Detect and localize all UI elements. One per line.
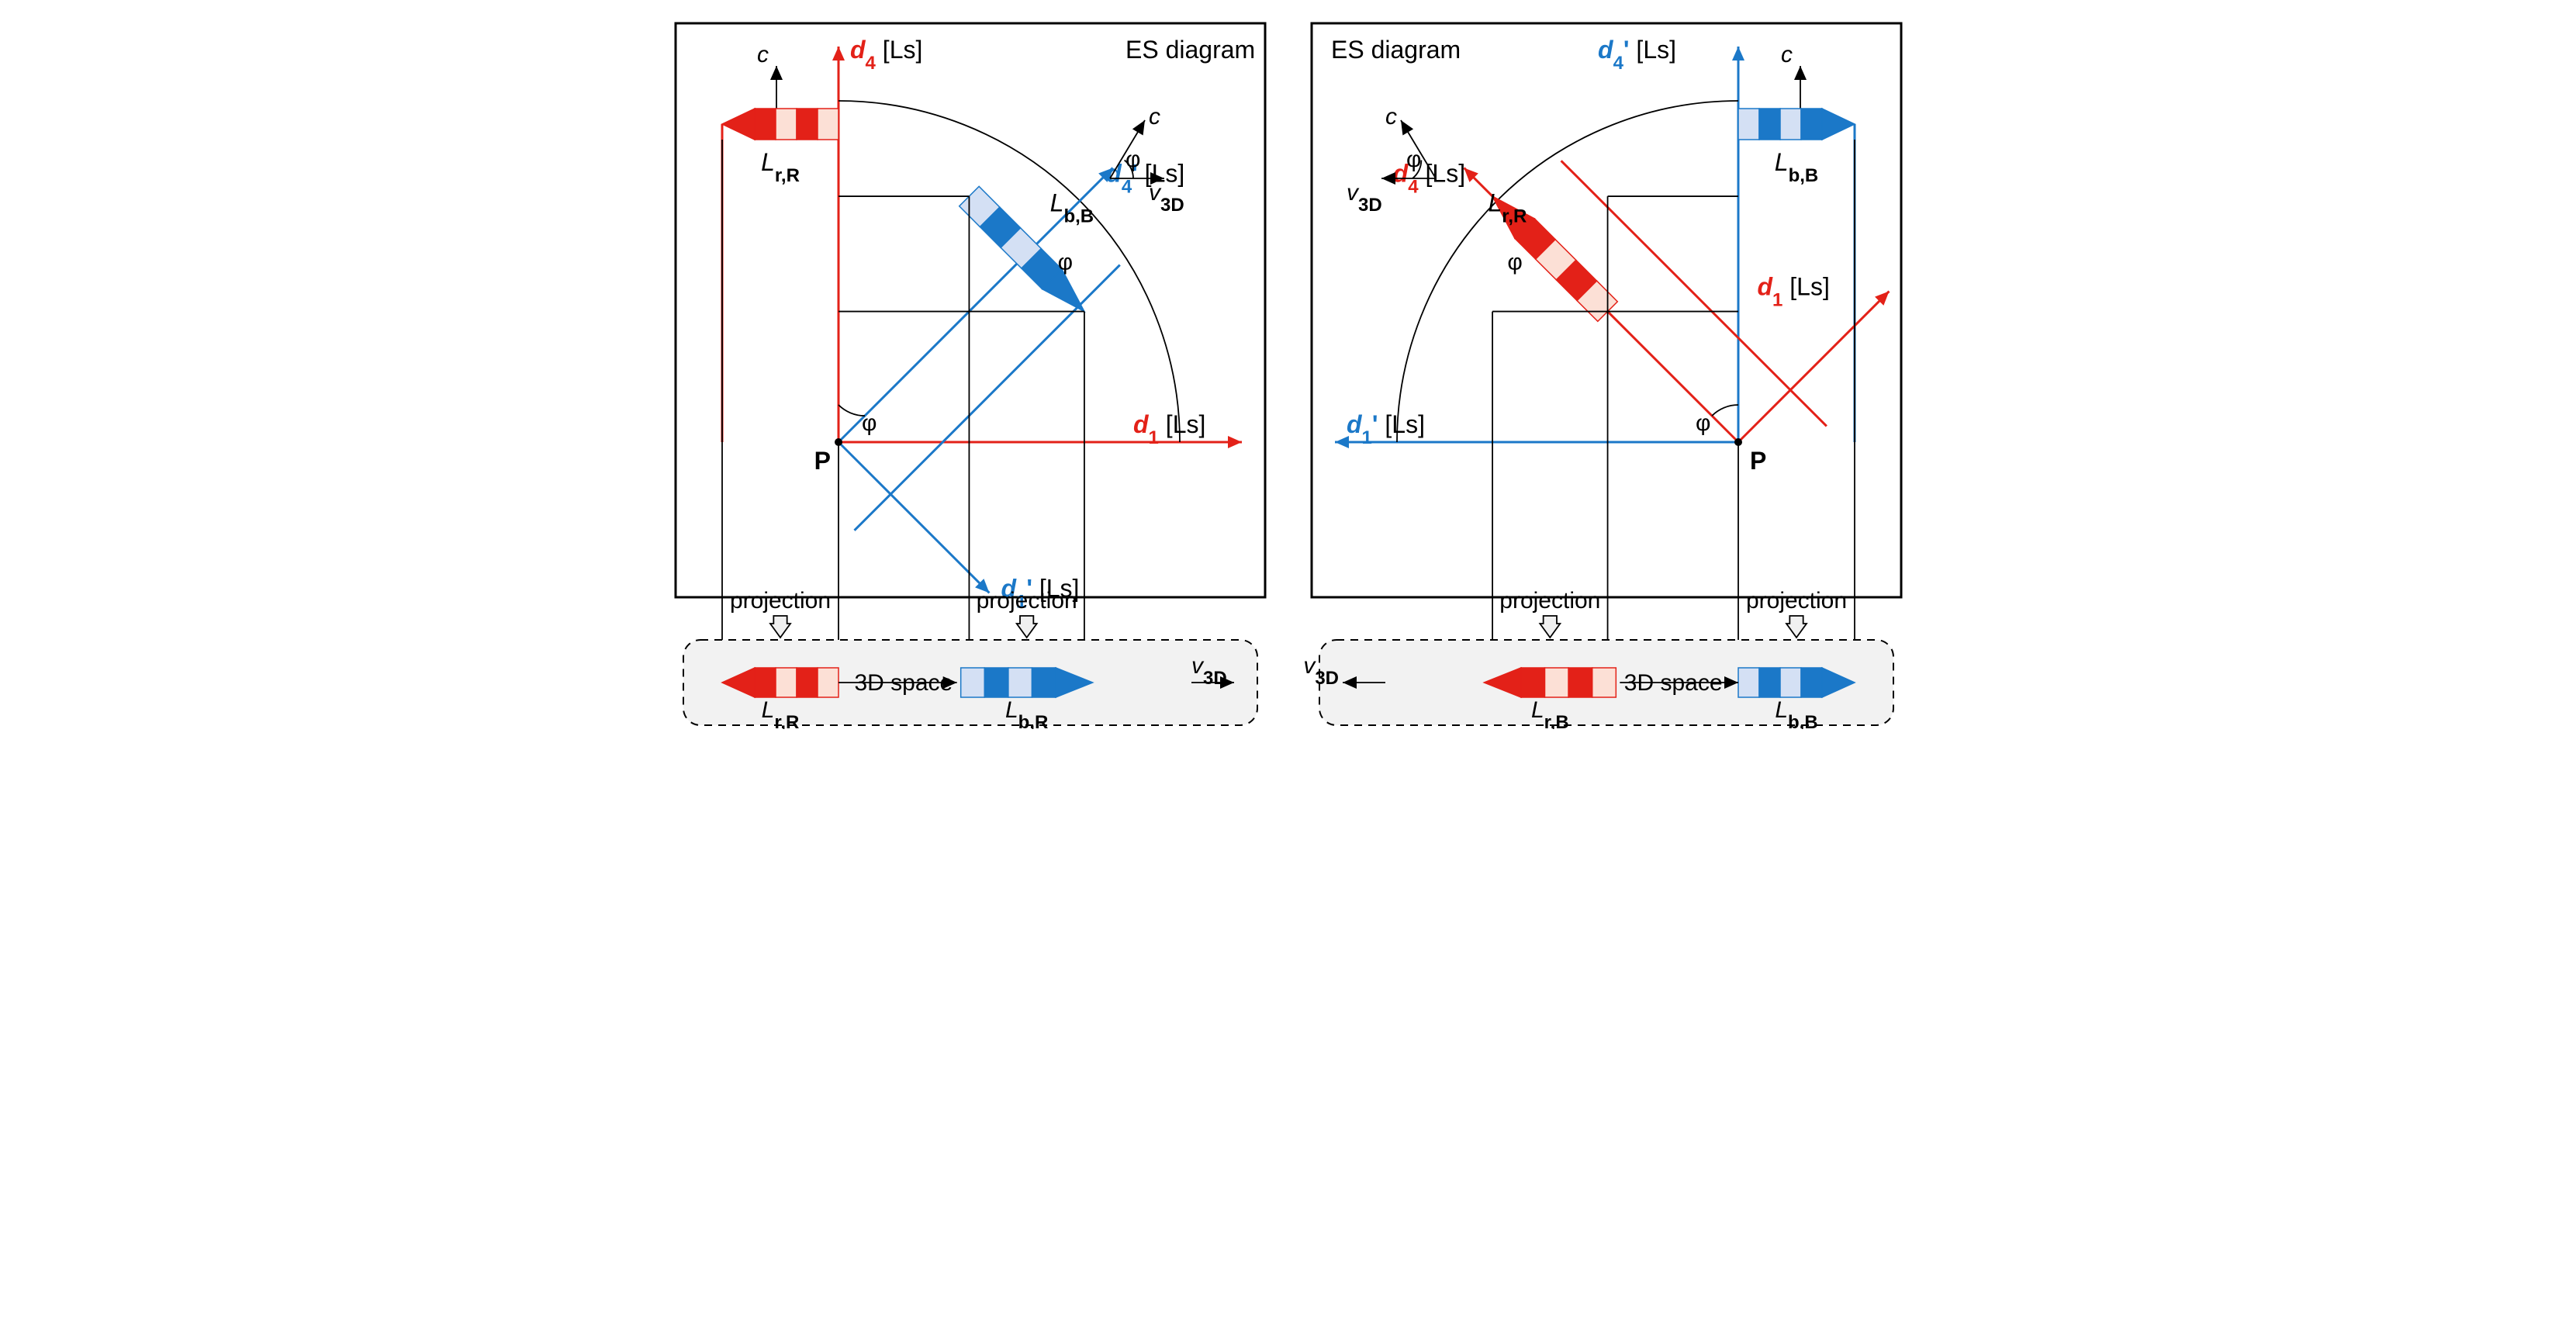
svg-text:P: P: [814, 447, 830, 475]
svg-text:projection: projection: [976, 588, 1077, 614]
left-panel: ES diagramd1 [Ls]d4 [Ls]cd4' [Ls]d1' [Ls…: [668, 16, 1273, 729]
svg-text:projection: projection: [729, 588, 830, 614]
svg-text:φ: φ: [1125, 147, 1140, 172]
right-svg: ES diagramd1' [Ls]d4' [Ls]cd4 [Ls]d1 [Ls…: [1304, 16, 1909, 729]
svg-text:ES diagram: ES diagram: [1125, 36, 1255, 64]
svg-text:φ: φ: [1696, 410, 1710, 436]
diagram-wrap: ES diagramd1 [Ls]d4 [Ls]cd4' [Ls]d1' [Ls…: [0, 0, 2576, 745]
svg-text:projection: projection: [1499, 588, 1600, 614]
svg-text:c: c: [1385, 104, 1397, 130]
left-svg: ES diagramd1 [Ls]d4 [Ls]cd4' [Ls]d1' [Ls…: [668, 16, 1273, 729]
svg-text:φ: φ: [862, 410, 877, 436]
svg-text:c: c: [1149, 104, 1160, 130]
svg-text:c: c: [757, 42, 769, 67]
right-panel: ES diagramd1' [Ls]d4' [Ls]cd4 [Ls]d1 [Ls…: [1304, 16, 1909, 729]
svg-text:c: c: [1781, 42, 1793, 67]
svg-text:φ: φ: [1057, 249, 1072, 275]
svg-text:3D space: 3D space: [1623, 670, 1722, 696]
svg-text:P: P: [1750, 447, 1766, 475]
svg-text:φ: φ: [1406, 147, 1421, 172]
svg-text:φ: φ: [1507, 249, 1522, 275]
svg-text:ES diagram: ES diagram: [1331, 36, 1461, 64]
svg-text:3D space: 3D space: [854, 670, 953, 696]
svg-text:projection: projection: [1745, 588, 1846, 614]
